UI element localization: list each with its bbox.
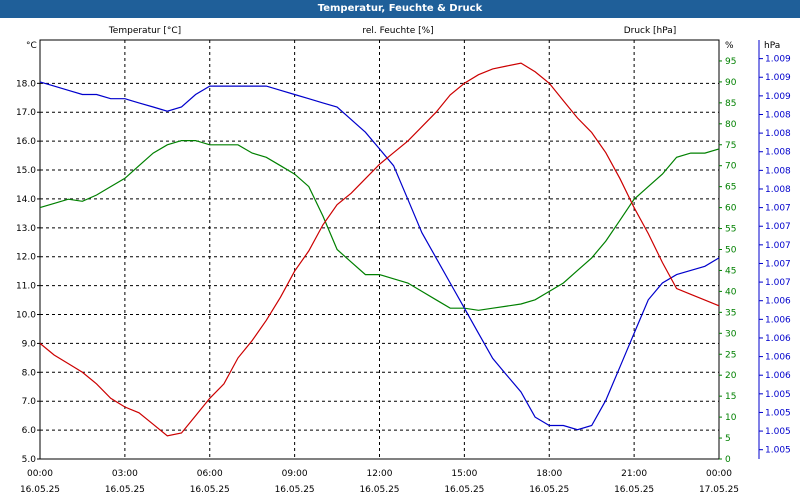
x-tick-time: 15:00 (451, 469, 477, 479)
x-tick-date: 16.05.25 (359, 485, 399, 495)
temperature-tick: 13.0 (16, 224, 36, 234)
humidity-tick: 25 (725, 350, 736, 360)
temperature-tick: 12.0 (16, 253, 36, 263)
pressure-tick: 1.008 (765, 129, 791, 139)
pressure-axis: 1.005 1.005 1.005 1.005 1.006 1.006 1.006 1.006… (759, 55, 791, 456)
humidity-tick: 65 (725, 183, 736, 193)
temperature-tick: 6.0 (22, 426, 37, 436)
pressure-legend: Druck [hPa] (624, 26, 677, 36)
temperature-tick: 11.0 (16, 282, 36, 292)
pressure-tick: 1.005 (765, 446, 791, 456)
temperature-tick: 8.0 (22, 368, 37, 378)
humidity-unit-label: % (725, 41, 734, 51)
humidity-tick: 10 (725, 413, 737, 423)
x-tick-time: 00:00 (706, 469, 732, 479)
window-title: Temperatur, Feuchte & Druck (0, 0, 800, 18)
x-tick-date: 17.05.25 (699, 485, 739, 495)
temperature-tick: 14.0 (16, 195, 36, 205)
humidity-axis: 0 5 10 15 20 25 30 35 40 45 50 55 60 65 70 75 80 85 90 95 (719, 57, 737, 465)
humidity-tick: 5 (725, 434, 731, 444)
humidity-tick: 70 (725, 162, 737, 172)
pressure-series-line (39, 81, 720, 431)
pressure-tick: 1.008 (765, 185, 791, 195)
pressure-tick: 1.008 (765, 110, 791, 120)
pressure-tick: 1.005 (765, 427, 791, 437)
x-tick-date: 16.05.25 (190, 485, 230, 495)
pressure-tick: 1.009 (765, 55, 791, 65)
humidity-tick: 35 (725, 308, 736, 318)
temperature-tick: 7.0 (22, 397, 37, 407)
humidity-tick: 90 (725, 78, 737, 88)
humidity-legend: rel. Feuchte [%] (362, 26, 433, 36)
pressure-tick: 1.007 (765, 259, 791, 269)
temperature-series-line (39, 62, 720, 437)
x-tick-date: 16.05.25 (614, 485, 654, 495)
humidity-tick: 50 (725, 246, 737, 256)
temperature-tick: 10.0 (16, 311, 36, 321)
x-tick-date: 16.05.25 (105, 485, 145, 495)
humidity-tick: 95 (725, 57, 736, 67)
x-tick-time: 21:00 (621, 469, 647, 479)
temperature-tick: 17.0 (16, 108, 36, 118)
pressure-tick: 1.006 (765, 371, 791, 381)
temperature-axis: 5.0 6.0 7.0 8.0 9.0 10.0 11.0 12.0 13.0 14.0 15.0 1… (16, 79, 40, 465)
x-tick-time: 00:00 (27, 469, 53, 479)
pressure-tick: 1.008 (765, 148, 791, 158)
temperature-tick: 9.0 (22, 339, 37, 349)
humidity-tick: 45 (725, 266, 736, 276)
pressure-tick: 1.008 (765, 166, 791, 176)
humidity-tick: 80 (725, 120, 737, 130)
humidity-tick: 55 (725, 225, 736, 235)
temperature-tick: 16.0 (16, 137, 36, 147)
humidity-tick: 0 (725, 455, 731, 465)
pressure-unit-label: hPa (764, 41, 780, 51)
pressure-tick: 1.007 (765, 204, 791, 214)
humidity-tick: 20 (725, 371, 737, 381)
humidity-tick: 60 (725, 204, 737, 214)
grid-lines (40, 40, 719, 459)
x-tick-date: 16.05.25 (275, 485, 315, 495)
pressure-tick: 1.006 (765, 334, 791, 344)
pressure-tick: 1.006 (765, 315, 791, 325)
temperature-tick: 15.0 (16, 166, 36, 176)
x-tick-time: 06:00 (197, 469, 223, 479)
pressure-tick: 1.007 (765, 278, 791, 288)
humidity-tick: 85 (725, 99, 736, 109)
pressure-tick: 1.007 (765, 222, 791, 232)
pressure-tick: 1.006 (765, 297, 791, 307)
x-tick-time: 09:00 (282, 469, 308, 479)
x-tick-date: 16.05.25 (529, 485, 569, 495)
x-tick-time: 12:00 (367, 469, 393, 479)
humidity-series-line (39, 140, 720, 311)
x-tick-date: 16.05.25 (444, 485, 484, 495)
pressure-tick: 1.006 (765, 353, 791, 363)
x-tick-time: 03:00 (112, 469, 138, 479)
pressure-tick: 1.005 (765, 390, 791, 400)
humidity-tick: 40 (725, 287, 737, 297)
x-tick-time: 18:00 (536, 469, 562, 479)
pressure-tick: 1.005 (765, 408, 791, 418)
pressure-tick: 1.009 (765, 92, 791, 102)
humidity-tick: 75 (725, 141, 736, 151)
pressure-tick: 1.009 (765, 73, 791, 83)
time-axis: 00:00 16.05.25 03:00 16.05.25 06:00 16.05.25 0… (20, 469, 739, 495)
temperature-legend: Temperatur [°C] (108, 26, 181, 36)
temperature-tick: 5.0 (22, 455, 37, 465)
humidity-tick: 15 (725, 392, 736, 402)
humidity-tick: 30 (725, 329, 737, 339)
pressure-tick: 1.007 (765, 241, 791, 251)
x-tick-date: 16.05.25 (20, 485, 60, 495)
temperature-tick: 18.0 (16, 79, 36, 89)
temperature-unit-label: °C (26, 41, 37, 51)
